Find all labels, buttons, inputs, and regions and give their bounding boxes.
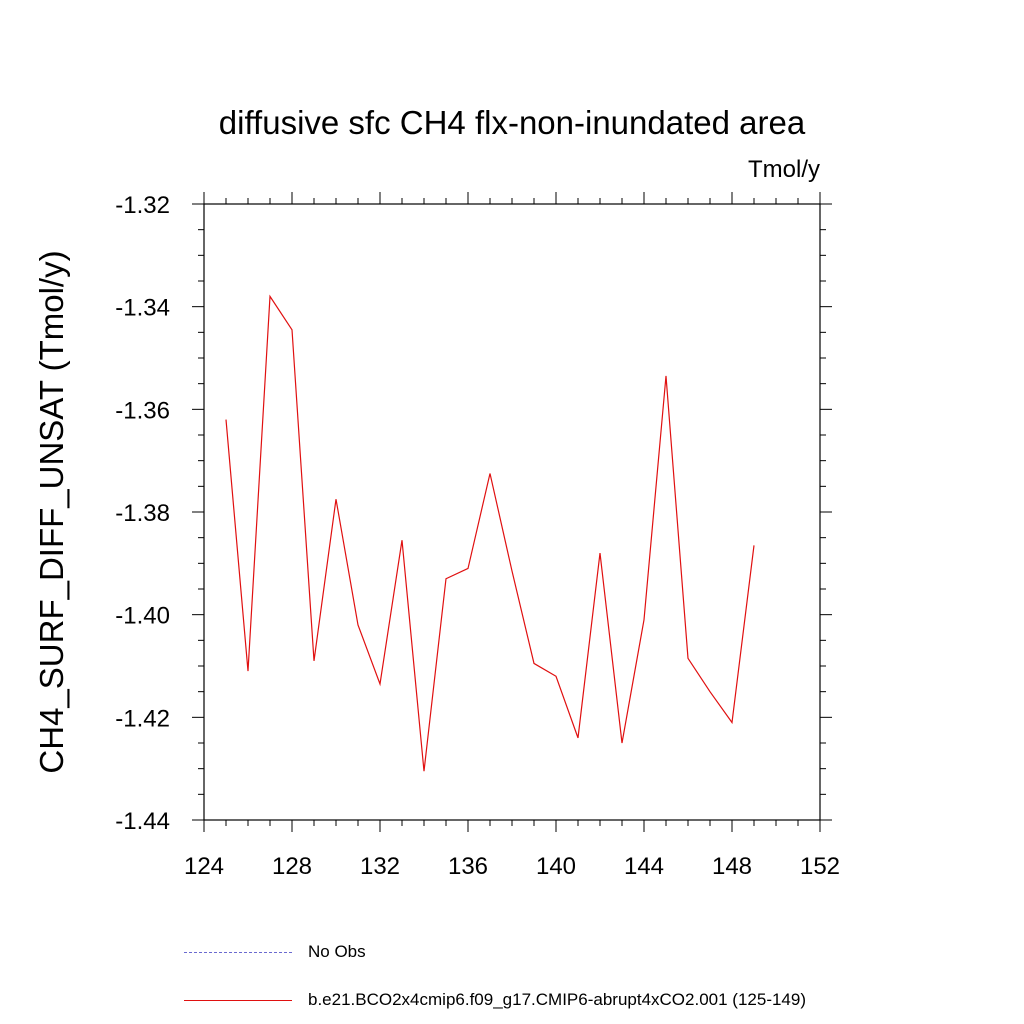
legend-label-model: b.e21.BCO2x4cmip6.f09_g17.CMIP6-abrupt4x… bbox=[308, 990, 807, 1009]
y-tick-label: -1.42 bbox=[115, 705, 170, 732]
units-label: Tmol/y bbox=[748, 156, 820, 183]
x-tick-label: 148 bbox=[712, 853, 752, 880]
legend-label-obs: No Obs bbox=[308, 942, 366, 961]
legend-item-model: b.e21.BCO2x4cmip6.f09_g17.CMIP6-abrupt4x… bbox=[184, 990, 806, 1010]
x-tick-label: 140 bbox=[536, 853, 576, 880]
x-tick-label: 132 bbox=[360, 853, 400, 880]
legend-swatch-solid bbox=[184, 999, 292, 1001]
chart-title: diffusive sfc CH4 flx-non-inundated area bbox=[218, 104, 806, 141]
y-tick-label: -1.44 bbox=[115, 808, 170, 835]
y-axis-label: CH4_SURF_DIFF_UNSAT (Tmol/y) bbox=[33, 250, 70, 774]
y-tick-label: -1.38 bbox=[115, 500, 170, 527]
axes-layer: 124 128 132 136 140 144 148 152 -1.32 -1.34 -1.36 -… bbox=[115, 192, 840, 880]
x-tick-label: 124 bbox=[184, 853, 224, 880]
x-tick-label: 136 bbox=[448, 853, 488, 880]
plot-frame bbox=[203, 203, 821, 821]
legend-swatch-dashed bbox=[184, 951, 292, 953]
x-tick-label: 128 bbox=[272, 853, 312, 880]
x-tick-label: 152 bbox=[800, 853, 840, 880]
x-tick-label: 144 bbox=[624, 853, 664, 880]
legend-item-obs: No Obs bbox=[184, 942, 366, 962]
y-tick-label: -1.34 bbox=[115, 295, 170, 322]
series-line bbox=[225, 294, 755, 772]
y-tick-label: -1.36 bbox=[115, 397, 170, 424]
y-tick-label: -1.40 bbox=[115, 603, 170, 630]
series-layer bbox=[225, 294, 755, 772]
y-tick-label: -1.32 bbox=[115, 192, 170, 219]
